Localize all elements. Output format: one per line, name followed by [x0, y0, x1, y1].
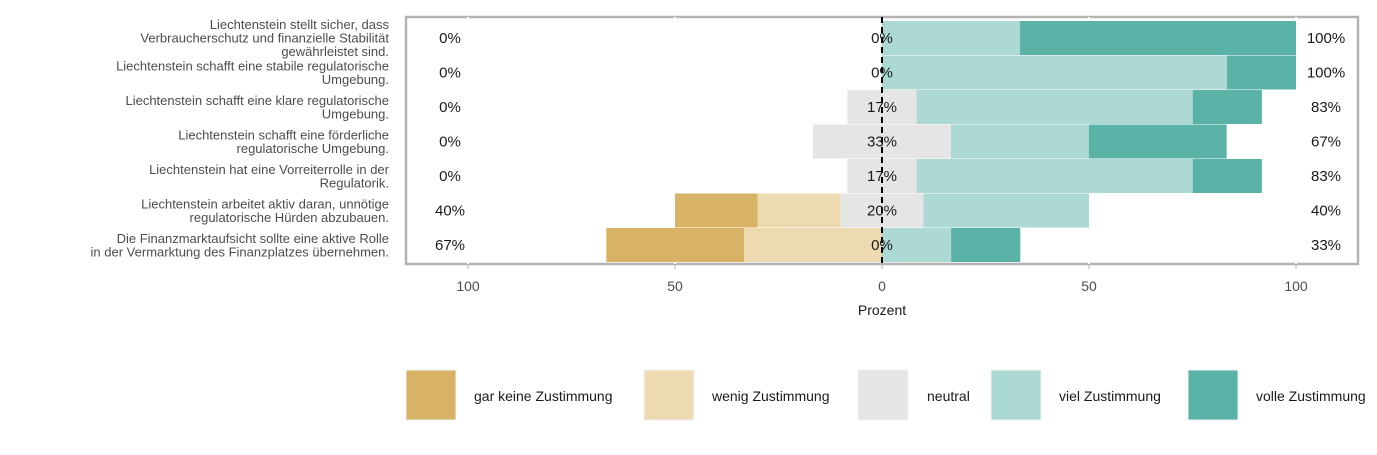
right-percent-label: 100% [1307, 30, 1345, 47]
bar-gar-keine-zustimmung [675, 193, 758, 228]
x-axis-title: Prozent [858, 302, 906, 318]
y-axis-label: in der Vermarktung des Finanzplatzes übe… [91, 244, 389, 259]
tick-label: 100 [456, 278, 480, 294]
legend-label: wenig Zustimmung [711, 388, 830, 404]
bar-viel-zustimmung [916, 90, 1193, 124]
bar-wenig-zustimmung [757, 193, 841, 228]
y-axis-label: Liechtenstein stellt sicher, dass [210, 17, 390, 32]
neutral-percent-label: 17% [867, 168, 897, 185]
left-percent-label: 0% [439, 168, 461, 185]
y-axis-label: Die Finanzmarktaufsicht sollte eine akti… [117, 231, 389, 246]
legend-key [990, 369, 1042, 421]
left-percent-label: 40% [435, 203, 465, 220]
percent-labels: 0% 0% 100% 0% 0% 100% 0% 17% 83% 0% 33% 67% 0% 17% 83%… [435, 30, 1345, 254]
y-axis-label: Liechtenstein hat eine Vorreiterrolle in… [149, 162, 390, 177]
legend-key [1187, 369, 1239, 421]
bar-wenig-zustimmung [744, 228, 882, 262]
legend-key [857, 369, 909, 421]
left-percent-label: 67% [435, 237, 465, 254]
tick-label: 50 [667, 278, 683, 294]
legend-key [405, 369, 457, 421]
right-percent-label: 83% [1311, 168, 1341, 185]
bar-viel-zustimmung [923, 193, 1089, 228]
y-axis-label: Liechtenstein schafft eine förderliche [178, 127, 389, 142]
bar-volle-zustimmung [1192, 90, 1262, 124]
tick-label: 50 [1081, 278, 1097, 294]
neutral-percent-label: 0% [871, 237, 893, 254]
y-axis-label: Umgebung. [322, 72, 389, 87]
bar-volle-zustimmung [1088, 124, 1227, 159]
tick-label: 0 [878, 278, 886, 294]
legend-label: neutral [927, 388, 970, 404]
bar-viel-zustimmung [950, 124, 1089, 159]
y-axis-label: Verbraucherschutz und finanzielle Stabil… [140, 31, 389, 46]
bar-volle-zustimmung [951, 228, 1021, 262]
bar-volle-zustimmung [1192, 159, 1262, 193]
bar-viel-zustimmung [882, 55, 1227, 90]
legend-key [643, 369, 695, 421]
legend: gar keine Zustimmung wenig Zustimmung neut… [405, 369, 1366, 421]
left-percent-label: 0% [439, 99, 461, 116]
y-axis-label: Regulatorik. [320, 175, 389, 190]
bar-volle-zustimmung [1226, 55, 1296, 90]
neutral-percent-label: 17% [867, 99, 897, 116]
bar-gar-keine-zustimmung [606, 228, 745, 262]
legend-label: gar keine Zustimmung [474, 388, 613, 404]
y-axis-label: Liechtenstein schafft eine stabile regul… [116, 58, 389, 73]
y-axis-label: Liechtenstein arbeitet aktiv daran, unnö… [141, 196, 389, 211]
legend-label: volle Zustimmung [1256, 388, 1366, 404]
right-percent-label: 40% [1311, 203, 1341, 220]
right-percent-label: 33% [1311, 237, 1341, 254]
right-percent-label: 67% [1311, 134, 1341, 151]
bar-volle-zustimmung [1019, 21, 1296, 55]
right-percent-label: 100% [1307, 65, 1345, 82]
y-axis-label: gewährleistet sind. [281, 44, 389, 59]
left-percent-label: 0% [439, 134, 461, 151]
left-percent-label: 0% [439, 65, 461, 82]
left-percent-label: 0% [439, 30, 461, 47]
tick-label: 100 [1284, 278, 1308, 294]
right-percent-label: 83% [1311, 99, 1341, 116]
y-axis-label: regulatorische Umgebung. [237, 141, 389, 156]
neutral-percent-label: 0% [871, 65, 893, 82]
neutral-percent-label: 20% [867, 203, 897, 220]
bar-viel-zustimmung [882, 21, 1020, 55]
y-axis-label: regulatorische Hürden abzubauen. [190, 210, 389, 225]
bar-viel-zustimmung [882, 228, 952, 262]
y-axis-label: Umgebung. [322, 106, 389, 121]
x-axis-ticks: 100 50 0 50 100 [456, 265, 1308, 294]
legend-label: viel Zustimmung [1059, 388, 1161, 404]
neutral-percent-label: 33% [867, 134, 897, 151]
bars [606, 17, 1296, 264]
bar-viel-zustimmung [916, 159, 1193, 193]
y-axis-label: Liechtenstein schafft eine klare regulat… [125, 93, 389, 108]
neutral-percent-label: 0% [871, 30, 893, 47]
y-axis-labels: Liechtenstein stellt sicher, dassVerbrau… [91, 17, 390, 259]
